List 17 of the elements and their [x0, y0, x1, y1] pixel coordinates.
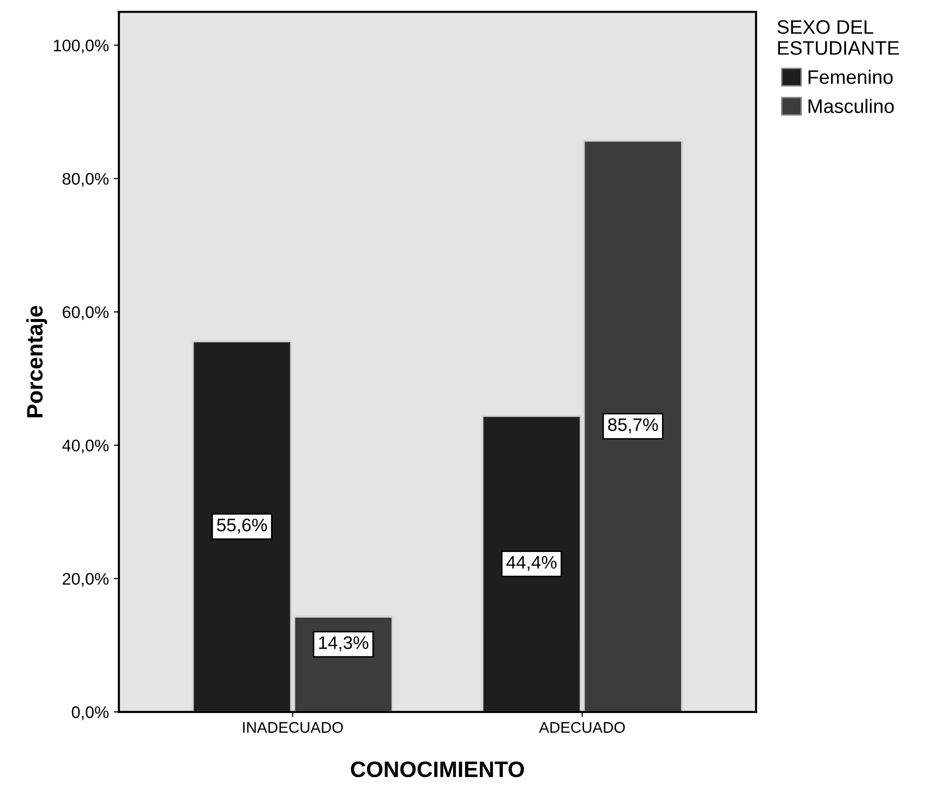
legend-label: Masculino [808, 98, 894, 114]
data-label: 55,6% [217, 518, 267, 534]
y-tick-label: 40,0% [62, 440, 109, 454]
legend-label: Femenino [808, 70, 893, 84]
legend-title: SEXO DEL ESTUDIANTE [777, 20, 899, 55]
data-label: 44,4% [506, 556, 557, 571]
y-tick-label: 60,0% [62, 306, 109, 320]
y-axis-title: Porcentaje [26, 306, 48, 418]
data-label: 14,3% [319, 636, 368, 652]
y-tick-label: 20,0% [62, 572, 109, 587]
x-axis-title: CONOCIMIENTO [350, 761, 524, 778]
data-label: 85,7% [608, 418, 658, 434]
y-tick-label: 100,0% [54, 40, 109, 54]
x-tick-label: ADECUADO [539, 722, 625, 733]
y-tick-label: 80,0% [62, 172, 109, 187]
x-tick-label: INADECUADO [243, 722, 343, 733]
y-tick-label: 0,0% [72, 706, 109, 720]
